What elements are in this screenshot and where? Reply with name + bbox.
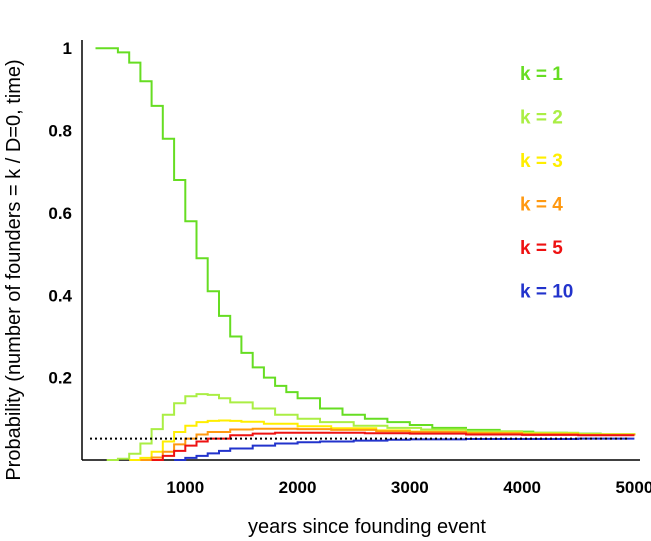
y-tick-label: 0.6: [48, 204, 72, 223]
series-line-5: [151, 431, 635, 461]
legend-entry: k = 2: [520, 108, 563, 129]
y-tick-label: 1: [63, 39, 72, 58]
x-tick-label: 5000: [615, 478, 651, 497]
x-tick-label: 2000: [279, 478, 317, 497]
y-tick-label: 0.4: [48, 286, 72, 305]
y-tick-labels: 0.2 0.4 0.6 0.8 1: [48, 39, 72, 387]
y-axis-title: Probability (number of founders = k / D=…: [3, 59, 25, 480]
x-tick-label: 1000: [166, 478, 204, 497]
legend-entry: k = 5: [520, 238, 563, 259]
series-line-4: [140, 427, 636, 461]
legend-entry: k = 4: [520, 195, 563, 216]
legend-entry: k = 1: [520, 64, 563, 85]
legend: k = 1 k = 2 k = 3 k = 4 k = 5 k = 10: [520, 64, 573, 303]
x-tick-label: 3000: [391, 478, 429, 497]
x-axis-title: years since founding event: [248, 516, 486, 538]
legend-entry: k = 3: [520, 151, 563, 172]
plot-area: [81, 40, 640, 461]
x-tick-labels: 1000 2000 3000 4000 5000: [166, 478, 651, 497]
legend-entry: k = 10: [520, 282, 573, 303]
series-line-1: [95, 47, 636, 436]
series-line-6: [174, 437, 635, 461]
x-tick-label: 4000: [503, 478, 541, 497]
y-tick-label: 0.2: [48, 369, 72, 388]
y-tick-label: 0.8: [48, 122, 72, 141]
